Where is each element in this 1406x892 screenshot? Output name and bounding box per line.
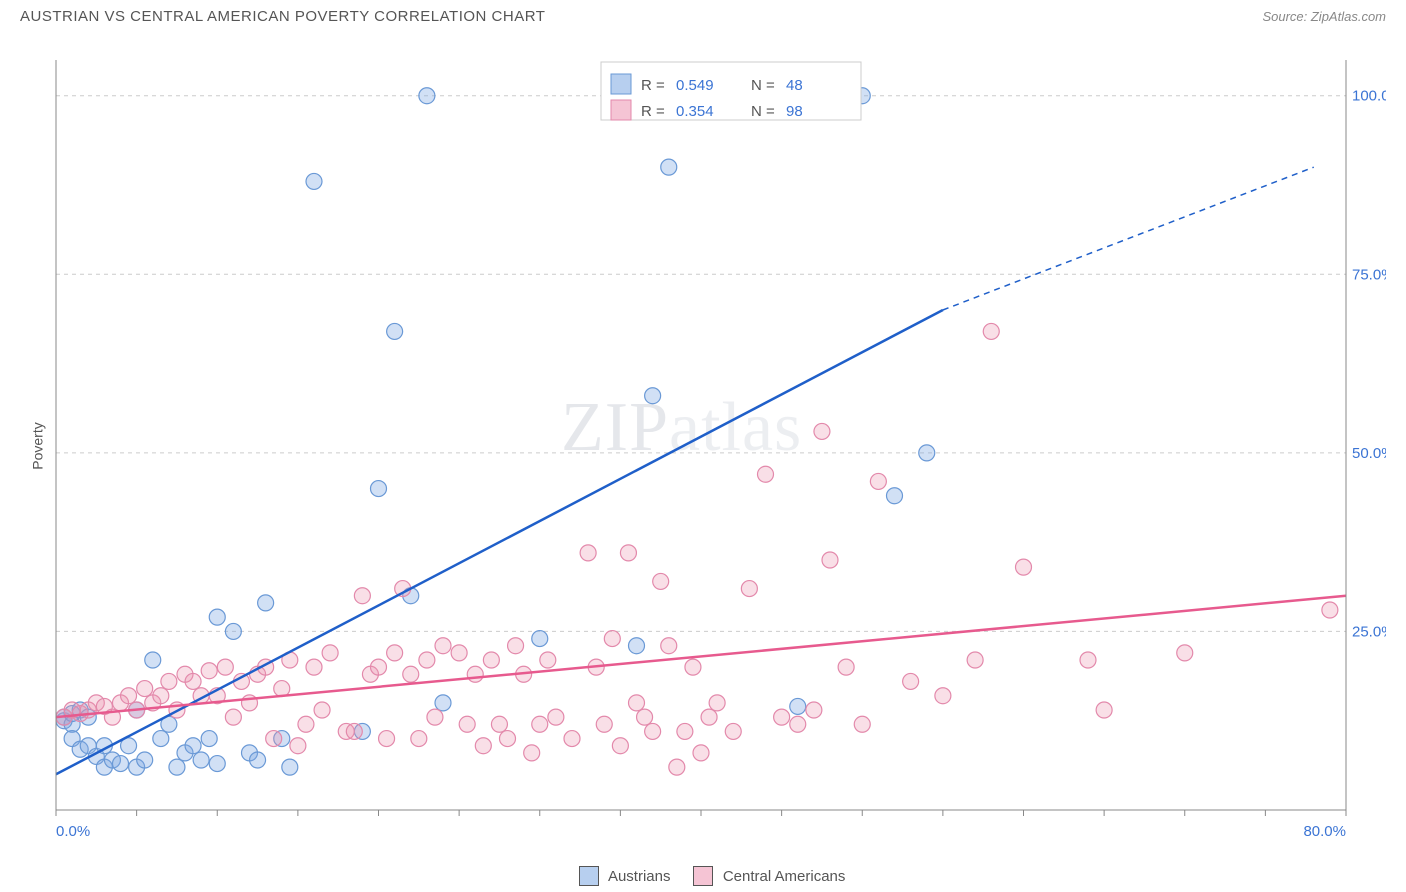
chart-container: 25.0% 50.0% 75.0% 100.0% ZIPatlas 0.0% 80.0% R … [46, 40, 1386, 840]
svg-text:50.0%: 50.0% [1352, 445, 1386, 462]
y-axis-label: Poverty [30, 422, 46, 469]
legend-label-austrians: Austrians [608, 868, 671, 885]
legend-swatch-pink [693, 866, 713, 886]
svg-text:75.0%: 75.0% [1352, 266, 1386, 283]
bottom-legend: Austrians Central Americans [0, 866, 1406, 886]
svg-text:80.0%: 80.0% [1303, 823, 1346, 840]
svg-text:R =: R = [641, 103, 665, 120]
scatter-chart: 25.0% 50.0% 75.0% 100.0% ZIPatlas 0.0% 80.0% R … [46, 40, 1386, 840]
svg-text:0.0%: 0.0% [56, 823, 90, 840]
legend-swatch-blue [579, 866, 599, 886]
svg-text:N =: N = [751, 103, 775, 120]
chart-title: AUSTRIAN VS CENTRAL AMERICAN POVERTY COR… [20, 8, 545, 25]
svg-text:R =: R = [641, 77, 665, 94]
svg-text:0.354: 0.354 [676, 103, 714, 120]
source-label: Source: ZipAtlas.com [1262, 9, 1386, 24]
svg-text:25.0%: 25.0% [1352, 623, 1386, 640]
svg-text:N =: N = [751, 77, 775, 94]
svg-text:48: 48 [786, 77, 803, 94]
svg-text:0.549: 0.549 [676, 77, 714, 94]
svg-text:98: 98 [786, 103, 803, 120]
legend-label-central-americans: Central Americans [723, 868, 846, 885]
svg-text:100.0%: 100.0% [1352, 88, 1386, 105]
svg-text:ZIPatlas: ZIPatlas [561, 389, 802, 466]
